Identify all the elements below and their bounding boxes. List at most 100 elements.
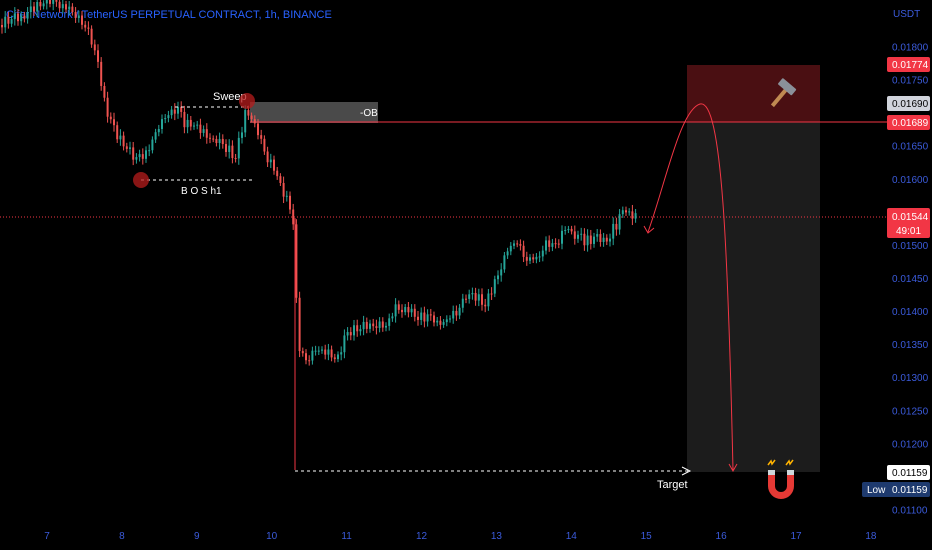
candle-body (551, 243, 554, 247)
candle-body (97, 50, 99, 62)
candle-body (391, 316, 394, 319)
candle-body (490, 293, 493, 295)
candle-body (276, 170, 279, 177)
candle-body (529, 257, 531, 261)
time-tick-label: 8 (119, 531, 125, 542)
candle-body (545, 240, 547, 251)
candle-body (221, 138, 224, 145)
time-tick-label: 10 (266, 531, 278, 542)
candle-body (365, 321, 368, 329)
candle-body (77, 15, 80, 19)
short-risk-zone (687, 65, 820, 122)
candle-body (535, 256, 538, 260)
order-block-label: -OB (360, 108, 378, 119)
candle-body (484, 304, 487, 307)
magnet-icon (767, 459, 794, 499)
candle-body (164, 118, 167, 120)
candle-body (138, 154, 141, 158)
level-gray-price-pill: 0.01690 (887, 96, 930, 111)
candle-body (519, 244, 522, 246)
candle-body (413, 308, 416, 317)
candle-body (474, 293, 477, 301)
candle-body (586, 235, 589, 246)
candle-body (493, 279, 496, 294)
candle-body (468, 294, 471, 299)
candle-body (20, 15, 23, 22)
candle-body (135, 157, 138, 160)
candle-body (445, 319, 448, 323)
candle-body (593, 236, 595, 244)
candle-body (253, 119, 256, 124)
candle-body (237, 137, 240, 159)
time-tick-label: 16 (716, 531, 728, 542)
candle-body (209, 137, 211, 139)
candle-body (394, 304, 397, 317)
candle-body (231, 145, 234, 159)
candle-body (580, 233, 583, 235)
svg-text:0.01690: 0.01690 (892, 99, 929, 110)
candle-body (522, 245, 525, 257)
sweep-marker (239, 93, 255, 109)
candle-body (186, 119, 189, 128)
candle-body (257, 123, 259, 136)
candle-body (161, 119, 163, 129)
candle-body (141, 154, 144, 159)
price-tick-label: 0.01450 (892, 274, 929, 285)
candle-body (266, 151, 269, 163)
short-target-zone (687, 122, 820, 472)
candle-body (577, 234, 579, 239)
time-tick-label: 7 (44, 531, 50, 542)
candle-body (317, 350, 320, 352)
candle-body (349, 332, 352, 336)
time-axis[interactable]: 7 8 9 10 11 12 13 14 15 16 17 18 (44, 531, 877, 542)
candle-body (426, 314, 429, 322)
candle-body (337, 354, 339, 360)
candle-body (596, 234, 599, 237)
candle-body (602, 237, 605, 242)
candle-body (279, 176, 282, 183)
candle-body (461, 298, 464, 308)
candle-body (225, 144, 227, 152)
candle-body (385, 325, 387, 328)
price-axis[interactable]: 0.01800 0.01750 0.01650 0.01600 0.01500 0.014… (892, 43, 929, 517)
candle-body (513, 243, 515, 246)
projected-arrow-left (643, 225, 655, 234)
candle-body (29, 6, 32, 13)
candle-body (234, 158, 237, 160)
candle-body (356, 325, 359, 332)
candle-body (170, 109, 173, 116)
candle-body (263, 138, 266, 152)
candle-body (65, 4, 67, 10)
svg-text:0.01774: 0.01774 (892, 60, 929, 71)
candle-body (1, 25, 3, 28)
candle-body (628, 211, 631, 213)
time-tick-label: 13 (491, 531, 503, 542)
candle-body (423, 312, 426, 322)
candle-body (532, 257, 535, 260)
candle-body (58, 1, 61, 9)
candle-body (106, 97, 109, 117)
candle-body (301, 351, 304, 354)
candle-body (49, 0, 51, 4)
candle-body (103, 85, 106, 98)
candle-body (129, 147, 131, 149)
candle-body (497, 275, 499, 280)
candle-body (340, 352, 343, 355)
candle-body (285, 195, 288, 197)
candle-body (570, 228, 573, 232)
candle-body (36, 2, 39, 12)
svg-text:0.01159: 0.01159 (892, 468, 928, 479)
candle-body (381, 321, 384, 328)
candle-body (55, 0, 58, 2)
price-tick-label: 0.01350 (892, 340, 929, 351)
candle-body (557, 243, 560, 245)
candle-body (113, 119, 115, 126)
hammer-icon (770, 78, 797, 108)
candle-body (7, 16, 10, 24)
candle-body (372, 323, 375, 327)
candle-body (145, 150, 147, 159)
candle-body (74, 12, 77, 19)
candle-body (250, 115, 253, 120)
top-box-price-pill: 0.01774 (887, 57, 930, 72)
